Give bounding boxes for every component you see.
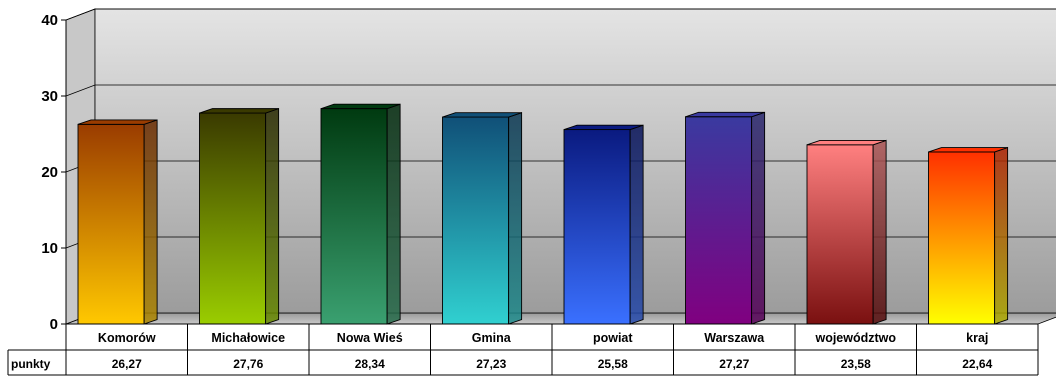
bar <box>199 107 280 325</box>
bar-front <box>928 151 996 325</box>
x-category-label: Komorów <box>98 331 156 345</box>
data-value-label: 22,64 <box>962 357 992 371</box>
y-tick-label: 0 <box>50 316 58 333</box>
x-category-label: województwo <box>814 331 896 345</box>
bar <box>806 139 887 325</box>
gridline <box>65 84 1056 97</box>
bar-front <box>442 116 510 325</box>
y-tick-label: 20 <box>41 164 58 181</box>
data-value-label: 28,34 <box>355 357 385 371</box>
bar-front <box>685 116 753 325</box>
bar <box>685 111 766 325</box>
bar <box>442 112 523 325</box>
data-value-label: 27,23 <box>476 357 506 371</box>
bar-top <box>685 111 765 118</box>
bar-side-shade <box>387 104 401 324</box>
x-category-label: Nowa Wieś <box>337 331 403 345</box>
x-category-label: Warszawa <box>704 331 765 345</box>
x-category-label: kraj <box>966 331 988 345</box>
y-tick-label: 10 <box>41 240 58 257</box>
y-axis: 0 10 20 30 40 <box>41 12 67 333</box>
bar <box>320 103 401 325</box>
x-category-label: powiat <box>593 331 633 345</box>
bar <box>77 119 158 325</box>
bar <box>563 124 644 325</box>
bar-front <box>77 123 145 325</box>
data-table: punkty Komorów 26,27 Michałowice 27,76 Nowa W… <box>7 323 1039 376</box>
y-tick-label: 30 <box>41 88 58 105</box>
bar-side-shade <box>873 140 887 324</box>
bar-front <box>199 112 267 325</box>
data-value-label: 27,27 <box>719 357 749 371</box>
bar <box>928 146 1009 325</box>
bar-top <box>320 103 401 110</box>
bar-side-shade <box>265 108 279 325</box>
bar-front <box>563 129 631 325</box>
bar-side-shade <box>144 119 158 324</box>
x-category-label: Michałowice <box>211 331 285 345</box>
data-value-label: 26,27 <box>112 357 142 371</box>
bar-top <box>928 147 1008 153</box>
bar-top <box>806 139 887 146</box>
bar-top <box>77 119 158 125</box>
bar-top <box>199 108 279 114</box>
y-tick-label: 40 <box>41 12 58 29</box>
bar-front <box>320 108 388 325</box>
gridline <box>65 8 1056 21</box>
bars <box>77 103 1009 325</box>
table-row-label: punkty <box>11 357 51 371</box>
data-value-label: 23,58 <box>841 357 871 371</box>
bar-top <box>563 124 644 131</box>
bar-top <box>442 112 522 118</box>
bar-side-shade <box>994 147 1008 324</box>
bar-side-shade <box>751 112 765 325</box>
bar-side-shade <box>630 125 644 324</box>
bar-front <box>806 144 874 325</box>
data-value-label: 25,58 <box>598 357 628 371</box>
bar-side-shade <box>508 112 522 324</box>
data-value-label: 27,76 <box>233 357 263 371</box>
x-category-label: Gmina <box>472 331 512 345</box>
